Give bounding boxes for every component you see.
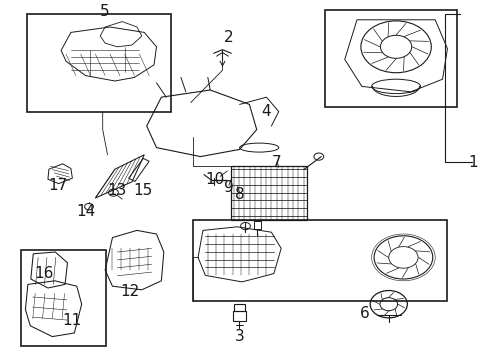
Bar bbox=[325, 10, 456, 107]
Text: 10: 10 bbox=[205, 172, 224, 187]
Text: 3: 3 bbox=[234, 329, 244, 344]
Text: 6: 6 bbox=[359, 306, 368, 321]
Bar bbox=[230, 166, 306, 220]
Text: 11: 11 bbox=[62, 313, 82, 328]
Text: 7: 7 bbox=[271, 154, 281, 170]
Text: 17: 17 bbox=[48, 178, 67, 193]
Text: 4: 4 bbox=[261, 104, 271, 119]
Text: 14: 14 bbox=[76, 204, 95, 219]
Text: 2: 2 bbox=[224, 30, 233, 45]
Text: 8: 8 bbox=[234, 187, 244, 202]
Text: 9: 9 bbox=[224, 180, 233, 195]
Text: 1: 1 bbox=[468, 154, 477, 170]
Bar bbox=[233, 304, 244, 311]
Bar bbox=[193, 220, 447, 301]
Text: 16: 16 bbox=[34, 266, 54, 281]
Text: 13: 13 bbox=[107, 183, 127, 198]
Text: 12: 12 bbox=[120, 284, 139, 299]
Bar bbox=[20, 250, 106, 346]
Text: 5: 5 bbox=[100, 4, 110, 19]
Text: 15: 15 bbox=[133, 183, 153, 198]
Bar bbox=[253, 221, 260, 229]
Bar bbox=[27, 14, 171, 112]
Bar bbox=[232, 311, 245, 321]
